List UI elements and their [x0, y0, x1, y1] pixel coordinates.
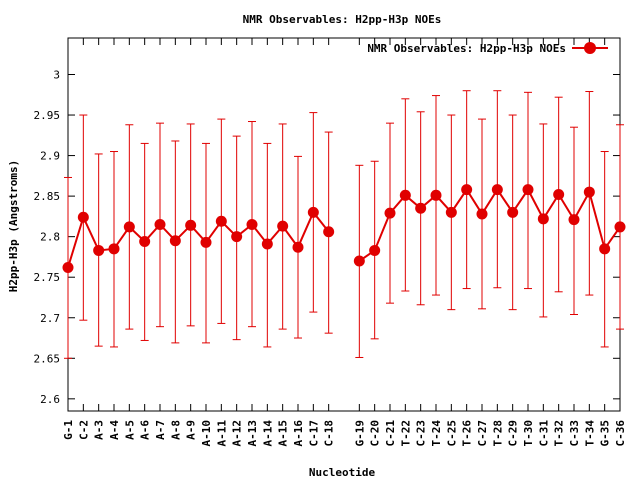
x-tick-label: A-10	[200, 420, 213, 447]
x-tick-label: T-34	[583, 420, 596, 447]
data-point	[108, 243, 120, 255]
x-tick-label: A-14	[261, 420, 274, 447]
x-tick-label: G-1	[62, 420, 75, 440]
data-point	[553, 188, 565, 200]
x-tick-label: A-8	[169, 420, 182, 440]
data-point	[476, 208, 488, 220]
data-point	[522, 184, 534, 196]
data-point	[62, 261, 74, 273]
data-point	[200, 236, 212, 248]
data-point	[261, 238, 273, 250]
x-axis-label: Nucleotide	[309, 466, 376, 479]
x-tick-label: C-33	[568, 420, 581, 447]
data-point	[277, 220, 289, 232]
plot-frame	[67, 37, 621, 412]
data-point	[430, 189, 442, 201]
x-tick-label: G-35	[599, 420, 612, 447]
data-point	[154, 219, 166, 230]
chart-title: NMR Observables: H2pp-H3p NOEs	[243, 13, 442, 26]
x-tick-label: A-7	[154, 420, 167, 440]
y-tick-label: 2.65	[34, 352, 61, 365]
data-point	[353, 255, 365, 267]
x-tick-label: A-3	[93, 420, 106, 440]
x-tick-label: T-28	[491, 420, 504, 447]
data-point	[415, 202, 427, 214]
x-tick-label: T-22	[399, 420, 412, 447]
data-point	[185, 219, 197, 231]
x-tick-label: C-17	[307, 420, 320, 447]
x-tick-label: C-29	[507, 420, 520, 447]
y-tick-label: 2.7	[40, 312, 60, 325]
data-point	[123, 221, 135, 233]
data-point	[399, 189, 411, 201]
series-line	[67, 210, 330, 268]
data-point	[599, 243, 611, 255]
x-tick-label: A-12	[231, 420, 244, 447]
x-tick-label: T-32	[553, 420, 566, 447]
x-tick-label: A-16	[292, 420, 305, 447]
x-tick-label: T-30	[522, 420, 535, 447]
data-point	[139, 236, 151, 248]
x-tick-label: T-26	[461, 420, 474, 447]
data-point	[246, 219, 258, 230]
y-tick-label: 2.8	[40, 231, 60, 244]
x-tick-label: A-15	[277, 420, 290, 447]
legend: NMR Observables: H2pp-H3p NOEs	[367, 42, 608, 55]
x-tick-label: G-19	[353, 420, 366, 447]
x-tick-label: C-21	[384, 420, 397, 447]
x-tick-label: A-9	[185, 420, 198, 440]
data-point	[231, 231, 243, 243]
data-point	[507, 206, 519, 218]
data-point	[369, 244, 381, 256]
x-tick-label: C-23	[415, 420, 428, 447]
x-tick-label: A-4	[108, 420, 121, 440]
x-tick-label: A-5	[123, 420, 136, 440]
data-point	[491, 184, 503, 196]
data-point	[307, 206, 319, 218]
data-point	[323, 226, 335, 238]
x-tick-label: C-31	[537, 420, 550, 447]
x-tick-label: A-6	[139, 420, 152, 440]
y-tick-label: 3	[53, 68, 60, 81]
data-point	[614, 221, 626, 233]
data-point	[583, 186, 595, 198]
x-tick-label: C-2	[77, 420, 90, 440]
data-point	[93, 244, 105, 256]
x-tick-label: A-11	[215, 420, 228, 447]
y-tick-label: 2.75	[34, 271, 61, 284]
y-axis-label: H2pp-H3p (Angstroms)	[7, 160, 20, 292]
data-point	[292, 241, 304, 253]
x-tick-label: C-18	[323, 420, 336, 447]
x-tick-label: C-20	[369, 420, 382, 447]
data-point	[384, 207, 396, 219]
y-tick-label: 2.95	[34, 109, 61, 122]
legend-label: NMR Observables: H2pp-H3p NOEs	[367, 42, 566, 55]
data-point	[568, 214, 580, 226]
y-tick-label: 2.85	[34, 190, 61, 203]
y-tick-label: 2.6	[40, 393, 60, 406]
data-point	[215, 215, 227, 227]
x-tick-label: C-25	[445, 420, 458, 447]
data-point	[77, 211, 89, 223]
data-point	[445, 206, 457, 218]
x-tick-label: T-24	[430, 420, 443, 447]
x-tick-label: A-13	[246, 420, 259, 447]
data-point	[461, 184, 473, 196]
series-line	[358, 187, 621, 262]
y-tick-label: 2.9	[40, 150, 60, 163]
data-point	[169, 235, 181, 247]
x-tick-label: C-36	[614, 420, 627, 447]
legend-marker	[584, 42, 596, 54]
data-point	[537, 213, 549, 225]
x-tick-label: C-27	[476, 420, 489, 447]
